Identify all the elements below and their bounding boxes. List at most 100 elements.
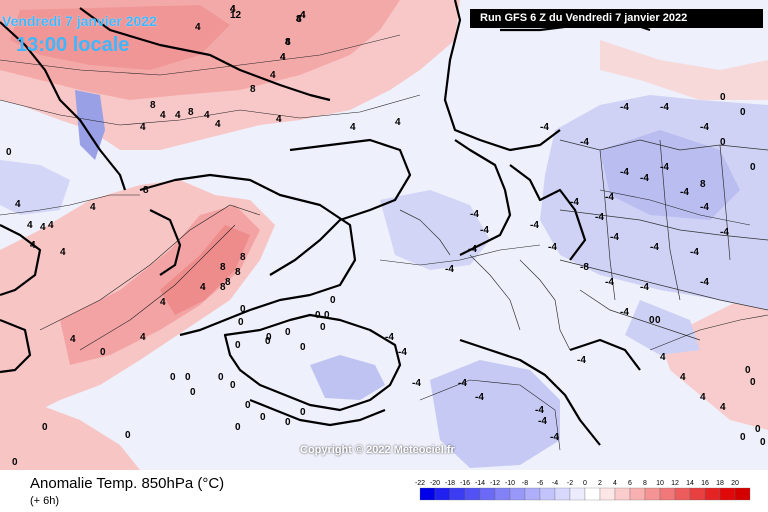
scale-tick-label: 18 (716, 480, 724, 487)
contour-label: 0 (266, 332, 272, 343)
contour-label: 8 (285, 37, 291, 48)
contour-label: 4 (350, 122, 356, 133)
contour-label: 0 (315, 310, 321, 321)
contour-label: 0 (755, 424, 761, 435)
scale-tick-label: 10 (656, 480, 664, 487)
contour-label: 8 (250, 84, 256, 95)
contour-label: 4 (700, 392, 706, 403)
contour-label: 8 (240, 252, 246, 263)
contour-label: 4 (140, 332, 146, 343)
scale-tick-label: 12 (671, 480, 679, 487)
contour-label: -4 (690, 247, 699, 258)
contour-label: 8 (700, 179, 706, 190)
contour-label: -4 (605, 277, 614, 288)
contour-label: 4 (230, 4, 236, 15)
contour-label: -4 (480, 225, 489, 236)
contour-label: 0 (324, 310, 330, 321)
contour-label: 0 (285, 417, 291, 428)
contour-label: -4 (610, 232, 619, 243)
contour-label: 4 (285, 37, 291, 48)
scale-tick-label: 6 (628, 480, 632, 487)
contour-label: 4 (300, 10, 306, 21)
contour-label: 4 (276, 114, 282, 125)
scale-color-cell (449, 487, 466, 501)
contour-label: -4 (680, 187, 689, 198)
contour-label: -4 (620, 102, 629, 113)
forecast-date: Vendredi 7 janvier 2022 (2, 13, 157, 29)
scale-color-cell (629, 487, 646, 501)
contour-label: -4 (398, 347, 407, 358)
warm-anomaly-areas (0, 0, 768, 470)
contour-label: -4 (660, 102, 669, 113)
contour-label: 4 (90, 202, 96, 213)
contour-label: 0 (720, 92, 726, 103)
contour-label: -4 (605, 192, 614, 203)
contour-label: -4 (468, 244, 477, 255)
contour-label: 4 (140, 122, 146, 133)
contour-label: 0 (745, 365, 751, 376)
contour-label: 0 (649, 315, 655, 326)
scale-tick-label: -16 (460, 480, 470, 487)
scale-tick-label: 20 (731, 480, 739, 487)
contour-label: 4 (175, 110, 181, 121)
contour-label: 8 (220, 282, 226, 293)
contour-label: 4 (60, 247, 66, 258)
contour-label: -4 (640, 173, 649, 184)
contour-label: 0 (170, 372, 176, 383)
contour-label: 0 (265, 336, 271, 347)
scale-tick-label: -2 (567, 480, 573, 487)
contour-label: -4 (700, 122, 709, 133)
contour-label: -4 (720, 227, 729, 238)
contour-label: 0 (330, 295, 336, 306)
scale-color-cell (689, 487, 706, 501)
contour-label: 8 (235, 267, 241, 278)
contour-label: 0 (235, 340, 241, 351)
contour-label: 4 (200, 282, 206, 293)
model-run-label: Run GFS 6 Z du Vendredi 7 janvier 2022 (470, 9, 763, 28)
contour-label: -4 (595, 212, 604, 223)
contour-label: 0 (720, 137, 726, 148)
contour-label: 8 (296, 14, 302, 25)
contour-label: -8 (580, 262, 589, 273)
contour-label: 8 (150, 100, 156, 111)
contour-label: 4 (27, 220, 33, 231)
contour-label: 0 (185, 372, 191, 383)
contour-label: 0 (230, 380, 236, 391)
scale-color-cell (554, 487, 571, 501)
contour-label: 4 (48, 220, 54, 231)
contour-label: 4 (160, 297, 166, 308)
contour-label: 4 (280, 52, 286, 63)
contour-label: 8 (220, 262, 226, 273)
contour-label: -4 (620, 167, 629, 178)
contour-label: 0 (285, 327, 291, 338)
contour-label: -4 (700, 277, 709, 288)
contour-label: -4 (570, 197, 579, 208)
scale-color-cell (704, 487, 721, 501)
contour-label: 4 (280, 52, 286, 63)
scale-tick-label: 2 (598, 480, 602, 487)
scale-tick-label: 16 (701, 480, 709, 487)
contour-label: 0 (750, 377, 756, 388)
contour-label: 0 (100, 347, 106, 358)
contour-label: 0 (260, 412, 266, 423)
scale-tick-label: 0 (583, 480, 587, 487)
scale-color-cell (569, 487, 586, 501)
scale-tick-label: 14 (686, 480, 694, 487)
contour-label: 4 (70, 334, 76, 345)
contour-label: 4 (40, 222, 46, 233)
scale-color-cell (419, 487, 436, 501)
copyright-label: Copyright © 2022 Meteociel.fr (300, 444, 455, 456)
scale-color-cell (599, 487, 616, 501)
contour-label: -4 (412, 378, 421, 389)
contour-label: 0 (42, 422, 48, 433)
contour-label: 0 (300, 342, 306, 353)
scale-tick-label: 4 (613, 480, 617, 487)
contour-label: 0 (740, 432, 746, 443)
contour-label: 4 (195, 22, 201, 33)
contour-label: 0 (12, 457, 18, 468)
contour-label: -4 (538, 416, 547, 427)
contour-label: 4 (270, 70, 276, 81)
contour-label: 0 (740, 107, 746, 118)
contour-label: 8 (188, 107, 194, 118)
